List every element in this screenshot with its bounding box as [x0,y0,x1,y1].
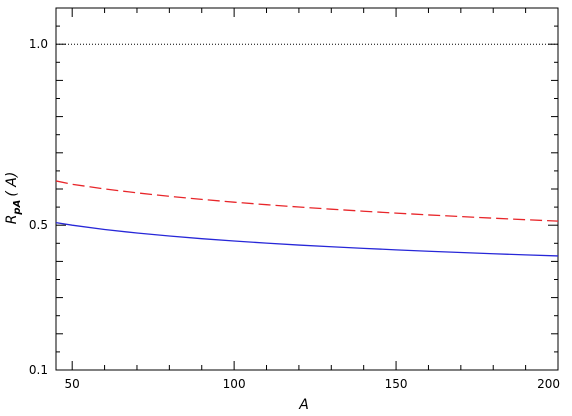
y-tick-label: 1.0 [29,37,48,51]
svg-text:RpA( A): RpA ( A) [4,172,23,225]
series-solid-line [55,221,559,257]
series-dashed-line [55,180,559,222]
y-axis-label: RpA ( A) [4,172,23,225]
x-tick-label: 150 [385,377,408,391]
y-axis-label-arg: ( A) [4,172,20,197]
x-tick-label: 200 [537,377,560,391]
y-tick-label: 0.5 [29,218,48,232]
y-tick-label: 0.1 [29,363,48,377]
y-axis-label-main: R [4,215,20,225]
x-tick-label: 100 [223,377,246,391]
y-axis-label-sub: pA [12,200,23,216]
x-axis-label: A [298,397,309,413]
x-tick-label: 50 [65,377,80,391]
plot-frame [55,7,559,371]
